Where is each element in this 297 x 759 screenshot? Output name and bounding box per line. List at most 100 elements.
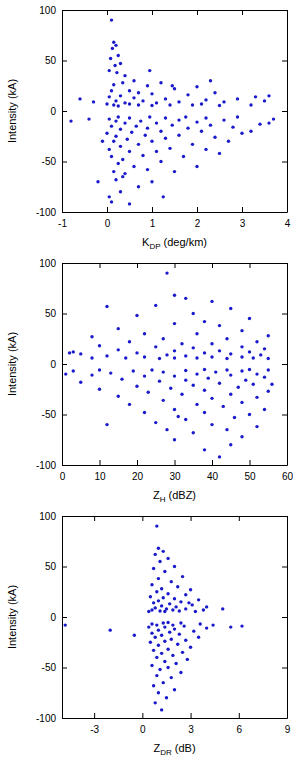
data-point [148,69,151,72]
data-point [209,79,212,82]
tick: -50 [42,156,67,167]
tick [197,10,198,15]
data-point [229,307,232,310]
data-point [236,115,239,118]
tick-mark [282,314,287,315]
data-point [267,390,270,393]
data-point [149,595,152,598]
data-point [160,604,163,607]
data-point [157,691,160,694]
data-point [124,356,127,359]
tick-mark [242,207,243,212]
data-point [128,340,131,343]
tick-mark [62,364,67,365]
x-axis-title: KDP (deg/km) [142,236,207,251]
tick-label: 3 [240,218,246,229]
tick-mark [62,263,67,264]
plot-area [69,18,275,205]
data-point [79,380,82,383]
tick [282,617,287,618]
tick-label: -100 [36,460,56,471]
data-point [192,384,195,387]
x-axis-title-subscript: DR [160,748,172,757]
data-point [105,305,108,308]
data-point [177,134,180,137]
x-axis-title: ZH (dBZ) [153,489,196,504]
tick [142,516,143,521]
axis-line [63,212,288,213]
data-point [152,649,155,652]
data-point [162,596,165,599]
data-point [184,297,187,300]
data-point [123,74,126,77]
data-point [105,423,108,426]
data-point [171,654,174,657]
y-axis-right [282,517,288,719]
data-point [180,342,183,345]
tick-label: 100 [39,5,56,16]
data-point [162,195,165,198]
data-point [195,403,198,406]
data-point [109,628,112,631]
data-point [150,664,153,667]
data-point [166,621,169,624]
data-point [174,662,177,665]
data-point [121,158,124,161]
data-point [240,624,243,627]
scatter-panel: -30369-100-50050100Intensity (kA)ZDR (dB… [6,511,291,757]
tick-mark [282,567,287,568]
point-series [69,18,275,205]
tick-mark [62,567,67,568]
tick [282,10,287,11]
data-point [190,603,193,606]
data-point [128,102,131,105]
tick-mark [62,162,67,163]
data-point [195,120,198,123]
data-point [173,688,176,691]
tick-label: -3 [90,724,99,735]
tick [152,10,153,15]
data-point [162,337,165,340]
tick: 0 [50,359,67,370]
x-axis-top [63,10,288,15]
data-point [114,178,117,181]
data-point [204,116,207,119]
data-point [252,356,255,359]
tick-mark [107,207,108,212]
data-point [150,583,153,586]
data-point [272,117,275,120]
data-point [157,628,160,631]
tick: 0 [50,106,67,117]
tick-mark [282,465,287,466]
data-point [181,651,184,654]
data-point [154,636,157,639]
data-point [159,130,162,133]
tick-mark [191,516,192,521]
tick-label: 9 [285,724,291,735]
tick: 50 [45,55,67,66]
tick-label: 10 [94,471,106,482]
plot-area [64,524,244,711]
data-point [137,185,140,188]
x-axis-top [63,516,288,521]
tick: -100 [36,207,67,218]
tick-mark [175,460,176,465]
tick [282,718,287,719]
tick-label: 50 [45,55,57,66]
data-point [117,395,120,398]
tick [282,465,287,466]
data-point [126,138,129,141]
data-point [240,369,243,372]
data-point [139,119,142,122]
tick: 100 [39,258,67,269]
data-point [132,79,135,82]
data-point [189,588,192,591]
data-point [111,47,114,50]
data-point [173,170,176,173]
data-point [204,98,207,101]
data-point [171,123,174,126]
data-point [159,160,162,163]
data-point [168,630,171,633]
tick-mark [100,263,101,268]
data-point [113,64,116,67]
